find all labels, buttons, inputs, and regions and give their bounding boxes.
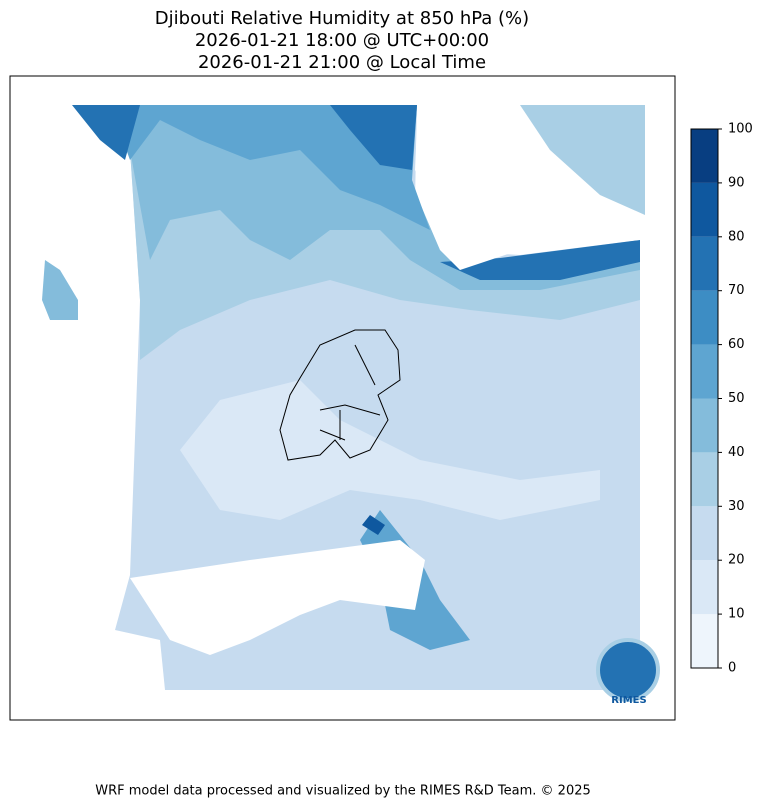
logo-emblem bbox=[596, 638, 660, 702]
field bbox=[362, 515, 385, 535]
colorbar-bin bbox=[691, 452, 718, 507]
title-line: 2026-01-21 18:00 @ UTC+00:00 bbox=[195, 30, 489, 51]
logo-text: RIMES bbox=[611, 695, 646, 706]
mask bbox=[130, 540, 425, 655]
field bbox=[110, 105, 430, 230]
colorbar-tick-label: 50 bbox=[728, 391, 745, 406]
map-area: RIMES bbox=[9, 75, 676, 721]
colorbar-bin bbox=[691, 182, 718, 237]
field bbox=[440, 240, 640, 280]
colorbar-tick-label: 20 bbox=[728, 553, 745, 568]
footer: WRF model data processed and visualized … bbox=[95, 784, 591, 799]
colorbar-bin bbox=[691, 344, 718, 399]
country-borders bbox=[279, 329, 401, 461]
colorbar-bin bbox=[691, 506, 718, 561]
colorbar-tick-label: 80 bbox=[728, 229, 745, 244]
colorbar-bin bbox=[691, 290, 718, 345]
colorbar: 0 10 20 30 40 50 60 70 80 90 100 bbox=[690, 122, 753, 676]
colorbar-bin bbox=[691, 129, 718, 183]
colorbar-bin bbox=[691, 236, 718, 291]
colorbar-tick-label: 60 bbox=[728, 337, 745, 352]
colorbar-tick-label: 100 bbox=[728, 122, 753, 137]
field bbox=[72, 105, 417, 170]
colorbar-bin bbox=[691, 398, 718, 453]
colorbar-tick-label: 90 bbox=[728, 175, 745, 190]
mask bbox=[415, 105, 640, 270]
colorbar-tick-label: 30 bbox=[728, 499, 745, 514]
title-line: 2026-01-21 21:00 @ Local Time bbox=[198, 52, 486, 73]
field bbox=[520, 105, 645, 215]
colorbar-bin bbox=[691, 560, 718, 615]
map-frame bbox=[9, 75, 676, 721]
field bbox=[180, 380, 600, 520]
colorbar-tick-label: 70 bbox=[728, 283, 745, 298]
title-line: Djibouti Relative Humidity at 850 hPa (%… bbox=[155, 8, 529, 29]
colorbar-tick-label: 10 bbox=[728, 607, 745, 622]
field bbox=[42, 260, 78, 320]
colorbar-bin bbox=[691, 614, 718, 668]
colorbar-tick-label: 0 bbox=[728, 661, 736, 676]
colorbar-tick-label: 40 bbox=[728, 445, 745, 460]
